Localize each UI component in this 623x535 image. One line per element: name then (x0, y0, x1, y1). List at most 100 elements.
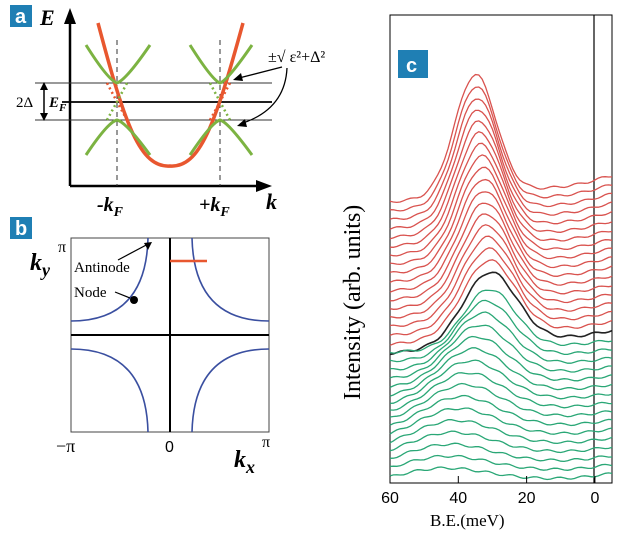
panel-a-annotation-arrowhead-2 (237, 119, 247, 127)
panel-c-edc-curve (389, 289, 613, 354)
panel-c-tick-label: 40 (449, 490, 467, 507)
panel-c-edc-curve (389, 120, 613, 240)
panel-c-edc-curve (389, 213, 613, 310)
panel-c-ticks: 60 40 20 0 (381, 476, 599, 507)
panel-a-badge-label: a (15, 6, 27, 28)
panel-c-edc-curve (389, 419, 613, 445)
panel-b-antinode-arrowhead (144, 242, 152, 250)
panel-c-edc-curve (389, 154, 613, 266)
panel-c-edc-curve (389, 394, 613, 427)
panel-a-tick-minus-sub: F (113, 205, 124, 220)
panel-c-edc-curve (389, 430, 613, 454)
panel-a-dotted-left-b (105, 82, 129, 121)
panel-b-x-tick-pi: π (262, 434, 270, 451)
panel-a-bare-band (96, 22, 245, 168)
panel-c-frame (389, 14, 613, 484)
panel-a-gap-arrow-up (40, 82, 48, 90)
panel-b-node-marker (130, 296, 138, 304)
panel-c-tick-label: 20 (518, 490, 536, 507)
panel-b-x-tick-minus-pi: −π (56, 436, 75, 456)
panel-c-edc-curve (389, 73, 613, 204)
panel-a-annotation-arrow-1 (234, 66, 283, 80)
panel-a-y-label: E (39, 5, 55, 30)
panel-a-bogoliubov-lower-right (188, 118, 254, 156)
panel-c-edc-curve (389, 442, 613, 463)
panel-c-edc-curve (389, 224, 613, 319)
panel-c-y-label: Intensity (arb. units) (340, 205, 366, 400)
panel-c: c Intensity (arb. units) 60 40 20 0 B.E.(me… (340, 14, 613, 530)
panel-c-edc-curve (389, 466, 613, 481)
panel-c-edc-curve (389, 259, 613, 346)
panel-a-y-arrow (64, 8, 76, 24)
panel-c-edc-curve (389, 178, 613, 283)
panel-c-edc-curve (389, 130, 613, 248)
panel-a-bogoliubov-upper-right (188, 44, 254, 85)
panel-c-edc-curve (389, 86, 613, 212)
panel-c-x-label: B.E.(meV) (430, 511, 505, 530)
panel-b-badge (10, 217, 32, 239)
panel-b: b Antinode Node ky π −π 0 π kx (10, 217, 270, 477)
panel-b-y-label: ky (30, 250, 51, 280)
panel-c-edc-curve (389, 372, 613, 411)
panel-c-edc-curve (389, 335, 613, 388)
panel-c-badge-label: c (406, 55, 417, 77)
panel-b-fs-top-left (70, 237, 149, 322)
panel-a-ef-sub: F (58, 102, 67, 114)
panel-c-tick-label: 60 (381, 490, 399, 507)
panel-b-y-label-k: k (30, 250, 42, 276)
panel-c-edc-curve (389, 359, 613, 405)
panel-b-antinode-label: Antinode (74, 260, 130, 276)
panel-b-y-top-tick: π (58, 239, 66, 256)
panel-c-edc-curve (389, 382, 613, 418)
panel-c-edc-curve (389, 271, 613, 356)
panel-b-fs-bottom-right (191, 348, 270, 433)
panel-c-edc-curve (389, 142, 613, 257)
panel-c-edc-curve (389, 202, 613, 302)
panel-b-x-tick-zero: 0 (165, 439, 174, 456)
panel-a-tick-plus-sub: F (219, 205, 230, 220)
panel-c-edc-curve (389, 299, 613, 363)
panel-b-badge-label: b (15, 218, 27, 240)
panel-a-annotation-arrowhead-1 (233, 73, 243, 81)
panel-a-bogoliubov-upper-left (84, 44, 152, 85)
panel-b-fs-top-right (191, 237, 270, 322)
panel-b-antinode-arrow (117, 242, 151, 261)
panel-c-edc-curve (389, 98, 613, 220)
panel-c-edc-curve (389, 166, 613, 274)
panel-c-tick-label: 0 (590, 490, 599, 507)
panel-a-x-label: k (266, 189, 277, 214)
panel-c-edc-curve (389, 109, 613, 230)
panel-b-y-label-sub: y (40, 260, 51, 280)
panel-a-tick-minus-k: -k (97, 194, 114, 216)
panel-a-badge (10, 5, 32, 27)
panel-a-ef-label: EF (48, 95, 67, 114)
panel-a-bogoliubov-lower-left (84, 118, 152, 156)
panel-a-x-arrow (256, 180, 272, 192)
panel-b-fs-bottom-left (70, 348, 149, 433)
panel-a-dotted-right-b (208, 82, 232, 121)
panel-a-tick-plus-k: +k (199, 194, 220, 216)
panel-c-badge (398, 50, 428, 78)
panel-a-tick-minus-kf: -kF (97, 194, 124, 220)
panel-b-node-label: Node (74, 285, 107, 301)
panel-c-edc-curve (389, 454, 613, 471)
panel-b-x-label-sub: x (245, 457, 255, 477)
panel-a: a E k -kF +kF 2Δ EF (10, 5, 325, 220)
panel-b-node-arrow (114, 291, 131, 299)
panel-c-edc-curve (389, 324, 612, 379)
panel-b-x-label-k: k (234, 447, 246, 473)
panel-c-edc-curve (389, 235, 613, 327)
panel-c-edc-curve (389, 347, 613, 397)
panel-a-gap-label: 2Δ (16, 95, 34, 111)
panel-c-edc-curve (389, 247, 613, 336)
panel-a-annotation-arrow-2 (239, 67, 288, 125)
panel-b-x-label: kx (234, 447, 255, 477)
panel-c-edc-curve (389, 191, 613, 293)
panel-a-annotation: ±√ ε²+Δ² (268, 49, 325, 66)
panel-c-edc-curve (389, 407, 613, 435)
panel-a-tick-plus-kf: +kF (199, 194, 230, 220)
panel-a-ef-e: E (48, 95, 59, 111)
panel-c-edc-curve (390, 311, 613, 371)
panel-a-gap-arrow-down (40, 113, 48, 121)
